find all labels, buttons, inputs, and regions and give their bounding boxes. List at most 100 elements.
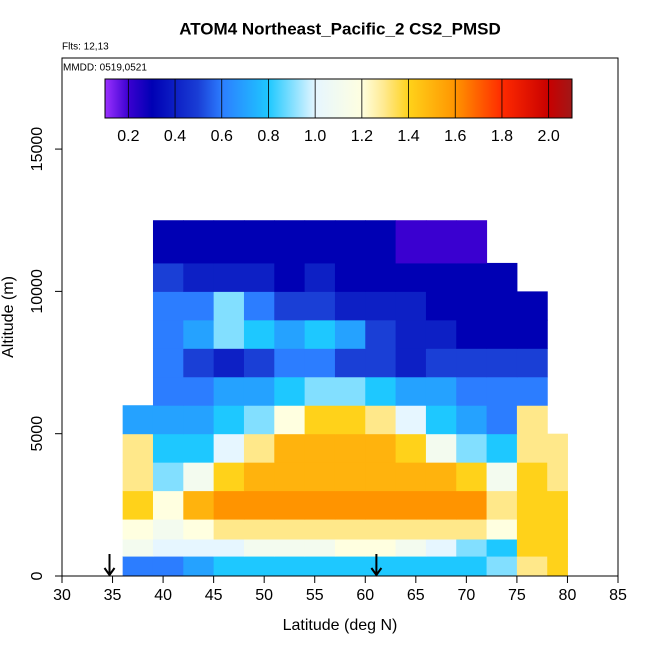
heatmap-cell <box>425 220 457 264</box>
heatmap-cell <box>122 405 154 435</box>
heatmap-cell <box>152 490 184 520</box>
heatmap-cell <box>304 291 336 321</box>
heatmap-cell <box>213 220 245 264</box>
heatmap-cell <box>486 348 518 378</box>
heatmap-cell <box>516 556 548 577</box>
heatmap-cell <box>516 319 548 349</box>
heatmap-cell <box>365 539 397 557</box>
heatmap-cell <box>243 220 275 264</box>
heatmap-cell <box>516 376 548 406</box>
heatmap-cell <box>243 319 275 349</box>
heatmap-cell <box>213 539 245 557</box>
heatmap-cell <box>547 490 568 520</box>
colorbar-segment <box>315 79 363 118</box>
colorbar-tick-label: 0.6 <box>211 128 233 145</box>
heatmap-cell <box>183 405 215 435</box>
heatmap-cell <box>365 519 397 540</box>
colorbar-segment <box>455 79 503 118</box>
heatmap-cell <box>456 556 488 577</box>
heatmap-cell <box>152 556 184 577</box>
heatmap-cell <box>243 262 275 292</box>
heatmap-cell <box>304 220 336 264</box>
heatmap-cell <box>547 519 568 540</box>
heatmap-cell <box>425 376 457 406</box>
heatmap-cell <box>304 556 336 577</box>
heatmap-cell <box>395 462 427 492</box>
colorbar-segment <box>105 79 129 118</box>
heatmap-cell <box>152 319 184 349</box>
colorbar-tick-label: 1.4 <box>397 128 419 145</box>
heatmap-cell <box>334 490 366 520</box>
heatmap-cell <box>486 539 518 557</box>
heatmap-cell <box>547 539 568 557</box>
arrow <box>103 554 116 577</box>
heatmap-cell <box>456 519 488 540</box>
heatmap-cell <box>243 433 275 463</box>
heatmap-cell <box>425 490 457 520</box>
heatmap-cell <box>183 539 215 557</box>
heatmap-cell <box>274 519 306 540</box>
heatmap-cell <box>516 433 548 463</box>
heatmap-cell <box>486 490 518 520</box>
heatmap-cell <box>183 376 215 406</box>
heatmap-cell <box>274 220 306 264</box>
heatmap-cell <box>365 291 397 321</box>
heatmap-cell <box>213 462 245 492</box>
heatmap-cell <box>516 539 548 557</box>
colorbar-frame <box>104 78 573 119</box>
annotation: MMDD: 0519,0521 <box>63 63 147 74</box>
heatmap-cell <box>516 348 548 378</box>
heatmap-cell <box>152 462 184 492</box>
heatmap-cell <box>456 262 488 292</box>
heatmap-cell <box>243 556 275 577</box>
heatmap-cell <box>516 519 548 540</box>
heatmap-cell <box>395 490 427 520</box>
heatmap-cell <box>395 539 427 557</box>
heatmap-cell <box>243 539 275 557</box>
heatmap-cell <box>395 519 427 540</box>
y-tick-label: 5000 <box>29 416 46 452</box>
heatmap-cell <box>183 433 215 463</box>
heatmap-cell <box>456 490 488 520</box>
heatmap-cell <box>213 405 245 435</box>
heatmap-cell <box>456 348 488 378</box>
x-tick-label: 75 <box>508 587 526 604</box>
heatmap-cell <box>274 490 306 520</box>
colorbar-segment <box>548 79 573 118</box>
heatmap-cell <box>183 262 215 292</box>
heatmap-cell <box>334 519 366 540</box>
heatmap-cell <box>456 291 488 321</box>
heatmap-cell <box>243 405 275 435</box>
heatmap-cell <box>183 462 215 492</box>
heatmap-cell <box>425 462 457 492</box>
x-tick-label: 55 <box>306 587 324 604</box>
x-tick-label: 80 <box>559 587 577 604</box>
colorbar-tick-label: 2.0 <box>538 128 560 145</box>
heatmap-cell <box>456 220 488 264</box>
heatmap-cell <box>274 462 306 492</box>
heatmap-cell <box>486 262 518 292</box>
heatmap-cell <box>152 376 184 406</box>
heatmap-cell <box>183 220 215 264</box>
heatmap-cell <box>365 376 397 406</box>
heatmap-cell <box>395 319 427 349</box>
heatmap-cell <box>425 433 457 463</box>
colorbar-segment <box>268 79 316 118</box>
heatmap-cell <box>486 405 518 435</box>
colorbar-tick-label: 1.6 <box>444 128 466 145</box>
colorbar-tick-label: 0.8 <box>257 128 279 145</box>
heatmap-cell <box>395 405 427 435</box>
colorbar-segment <box>408 79 456 118</box>
heatmap-cell <box>486 319 518 349</box>
heatmap-cell <box>456 539 488 557</box>
heatmap-cell <box>425 319 457 349</box>
heatmap-cell <box>213 433 245 463</box>
heatmap-cell <box>334 262 366 292</box>
heatmap-cell <box>395 220 427 264</box>
heatmap-cell <box>213 291 245 321</box>
heatmap-cell <box>152 539 184 557</box>
heatmap-cell <box>243 519 275 540</box>
heatmap-cell <box>152 433 184 463</box>
colorbar-segment <box>385 79 410 118</box>
